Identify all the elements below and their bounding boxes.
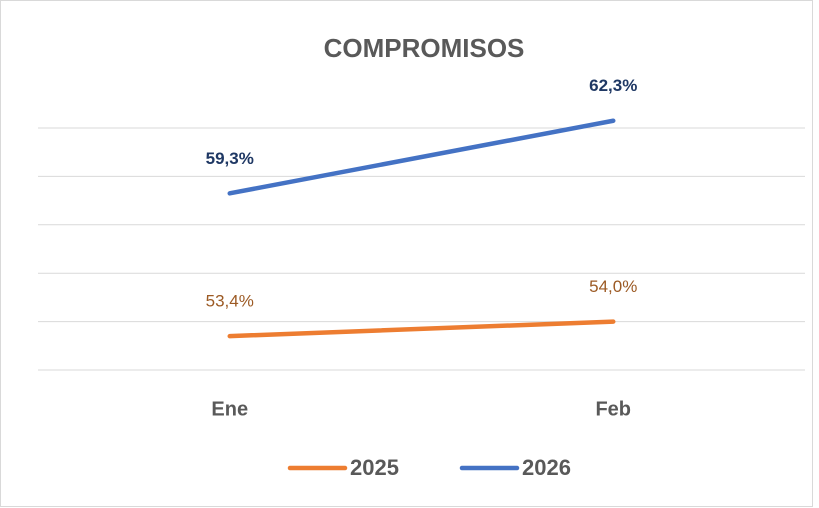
legend-label: 2025 bbox=[350, 455, 399, 480]
chart-title: COMPROMISOS bbox=[324, 33, 525, 63]
x-tick-label: Ene bbox=[211, 398, 248, 420]
data-label: 54,0% bbox=[589, 277, 637, 296]
x-tick-label: Feb bbox=[595, 398, 631, 420]
series-line bbox=[227, 118, 616, 196]
data-label: 62,3% bbox=[589, 76, 637, 95]
legend-label: 2026 bbox=[522, 455, 571, 480]
series-line bbox=[227, 319, 616, 339]
data-label: 59,3% bbox=[206, 149, 254, 168]
data-label: 53,4% bbox=[206, 292, 254, 311]
